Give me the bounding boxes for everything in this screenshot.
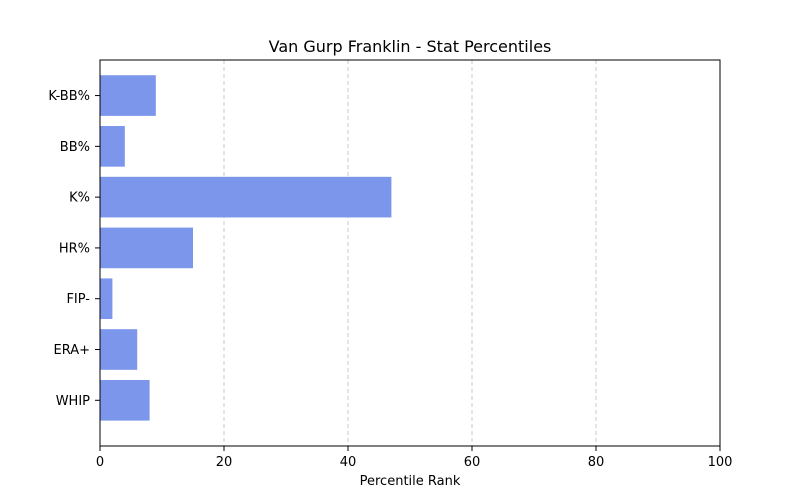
bar-hr <box>100 227 193 269</box>
plot-frame <box>99 59 721 447</box>
bar-bb <box>100 126 125 167</box>
x-axis: 0 20 40 60 80 100 <box>96 446 733 470</box>
y-tick-label: HR% <box>59 241 90 256</box>
y-tick-label: WHIP <box>56 394 90 409</box>
x-tick-label: 100 <box>708 455 733 470</box>
x-tick-label: 20 <box>216 455 233 470</box>
x-tick-label: 0 <box>96 455 104 470</box>
y-tick-label: K% <box>69 191 90 206</box>
x-tick-label: 60 <box>464 455 481 470</box>
y-axis: K-BB% BB% K% HR% FIP- ERA+ WHIP <box>48 89 100 409</box>
y-tick-label: ERA+ <box>53 343 90 358</box>
bar-era <box>100 329 138 370</box>
y-tick-label: K-BB% <box>48 89 90 104</box>
x-tick-label: 80 <box>588 455 605 470</box>
bar-k-bb <box>100 75 156 116</box>
bars <box>100 75 392 421</box>
x-axis-label: Percentile Rank <box>360 474 461 489</box>
x-tick-label: 40 <box>340 455 357 470</box>
grid-lines <box>223 60 597 446</box>
chart-title: Van Gurp Franklin - Stat Percentiles <box>269 37 552 56</box>
bar-fip <box>100 278 113 320</box>
bar-whip <box>100 379 150 421</box>
y-tick-label: FIP- <box>66 292 90 307</box>
y-tick-label: BB% <box>60 140 90 155</box>
bar-k <box>100 176 392 218</box>
